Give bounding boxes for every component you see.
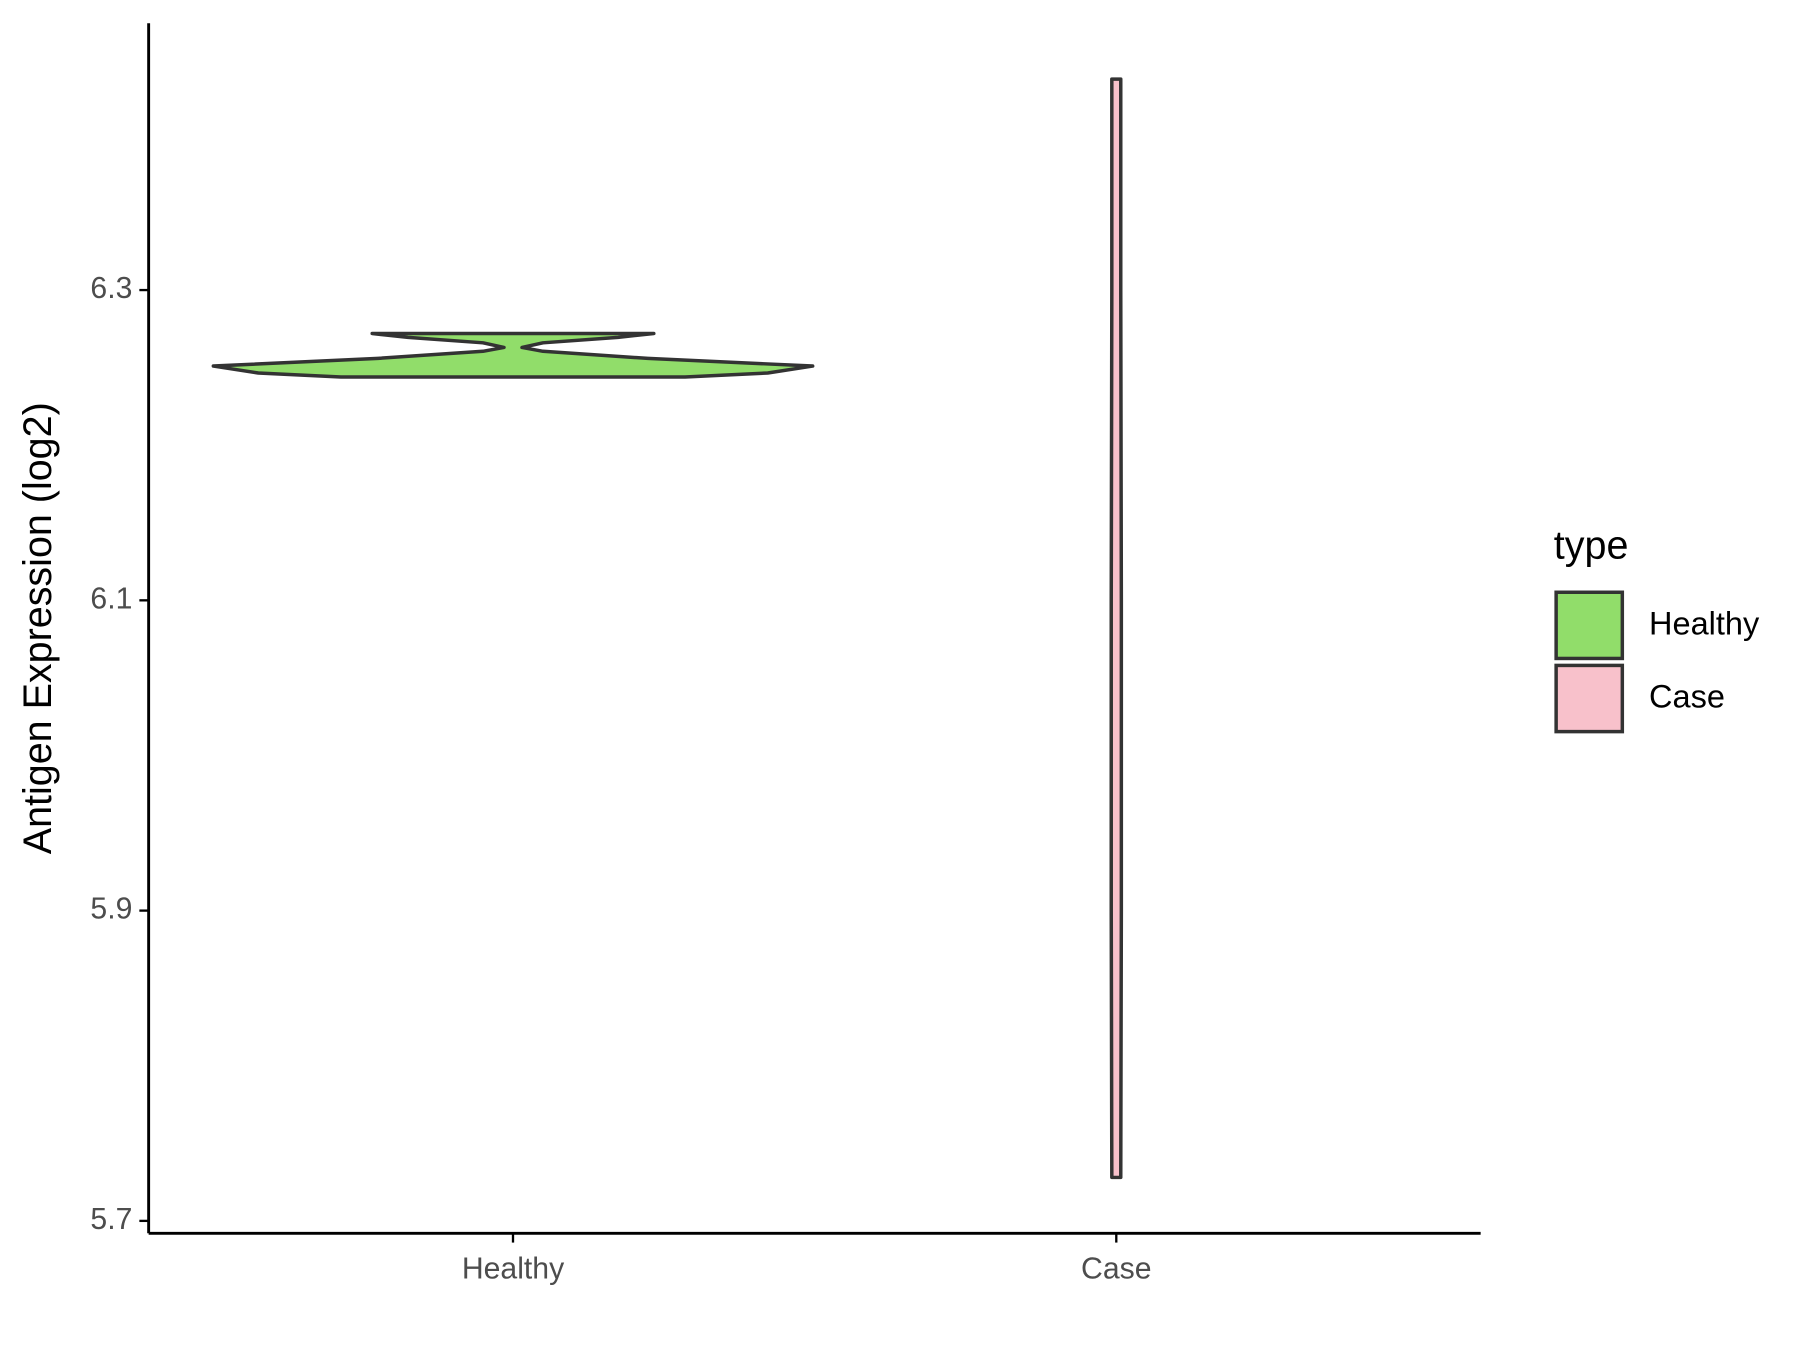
legend-label: Healthy: [1649, 606, 1760, 642]
y-tick-label: 5.9: [90, 893, 132, 926]
legend-title: type: [1554, 524, 1629, 568]
violin: [211, 331, 815, 379]
y-tick-label: 6.3: [90, 272, 132, 305]
legend-key: [1554, 590, 1625, 661]
violin: [1109, 77, 1124, 1180]
x-tick-label: Healthy: [462, 1252, 565, 1285]
y-tick-label: 6.1: [90, 582, 132, 615]
legend-key: [1554, 663, 1625, 734]
y-tick-label: 5.7: [90, 1203, 132, 1236]
y-axis-label: Antigen Expression (log2): [16, 402, 60, 854]
legend-label: Case: [1649, 679, 1725, 715]
x-tick-label: Case: [1081, 1252, 1151, 1285]
